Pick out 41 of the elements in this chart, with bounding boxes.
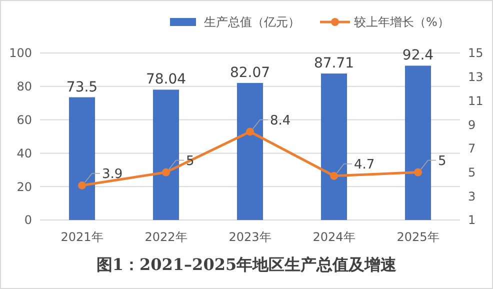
- point: [78, 181, 86, 190]
- data-label: 4.7: [354, 157, 375, 172]
- y2-tick-label: 3: [468, 189, 476, 204]
- bar: [68, 97, 96, 220]
- bar: [320, 74, 348, 220]
- x-tick-label: 2021年: [60, 230, 104, 244]
- point: [246, 128, 254, 136]
- y-tick-label: 20: [16, 180, 32, 194]
- text: 图1：2021–2025年地区生产总值及增速: [96, 255, 398, 274]
- legend-label: 生产总值（亿元）: [204, 15, 300, 30]
- y-tick-label: 60: [16, 113, 32, 127]
- data-label: 92.4: [402, 48, 434, 64]
- bar: [152, 90, 180, 220]
- y-tick-label: 100: [9, 46, 32, 60]
- y2-tick-label: 13: [468, 70, 484, 84]
- y2-tick-label: 5: [468, 165, 476, 180]
- data-label: 78.04: [146, 72, 186, 88]
- point: [330, 172, 338, 180]
- x-tick-label: 2023年: [228, 230, 272, 244]
- y-tick-label: 0: [24, 213, 32, 228]
- y2-tick-label: 11: [468, 94, 484, 108]
- y2-tick-label: 15: [468, 46, 484, 60]
- point: [414, 168, 422, 176]
- data-label: 73.5: [66, 79, 98, 96]
- y-tick-label: 80: [16, 80, 32, 94]
- data-label: 82.07: [230, 64, 270, 81]
- x-tick-label: 2022年: [144, 230, 188, 244]
- y-tick-label: 40: [16, 146, 32, 160]
- data-label: 8.4: [270, 113, 291, 128]
- x-tick-label: 2025年: [396, 230, 440, 244]
- y2-tick-label: 1: [468, 213, 476, 228]
- x-tick-label: 2024年: [312, 230, 356, 244]
- legend-label: 较上年增长（%）: [354, 15, 450, 30]
- data-label: 5: [438, 154, 446, 169]
- bar: [236, 82, 264, 220]
- y2-tick-label: 9: [468, 118, 476, 132]
- point: [162, 168, 170, 176]
- data-label: 87.71: [314, 56, 354, 72]
- y2-tick-label: 7: [468, 142, 476, 156]
- bar: [404, 66, 432, 220]
- data-label: 3.9: [102, 166, 123, 182]
